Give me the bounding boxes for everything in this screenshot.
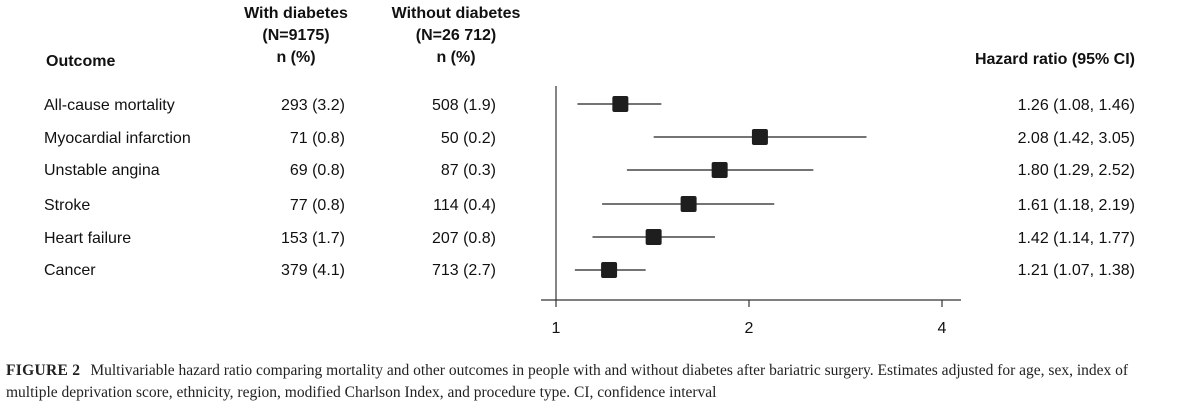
row-without-diabetes: 87 (0.3) [441,162,496,179]
header-without-diabetes-line2: (N=26 712) [416,27,497,44]
hazard-ratio-point [612,96,629,112]
header-outcome: Outcome [46,53,115,70]
x-axis-ticks: 1 2 4 [552,300,947,337]
header-without-diabetes-line1: Without diabetes [392,5,521,22]
header-with-diabetes-line2: (N=9175) [262,27,329,44]
plot-area: 1 2 4 [541,86,961,337]
x-tick-label: 2 [745,320,754,337]
x-tick-label: 4 [938,320,947,337]
x-tick-label: 1 [552,320,561,337]
row-with-diabetes: 153 (1.7) [281,230,345,247]
row-outcome: Cancer [44,262,96,279]
row-without-diabetes: 50 (0.2) [441,130,496,147]
row-outcome: Stroke [44,197,90,214]
caption-label: FIGURE 2 [6,362,81,379]
row-hazard-ratio-label: 1.80 (1.29, 2.52) [1018,162,1135,179]
row-without-diabetes: 508 (1.9) [432,97,496,114]
row-without-diabetes: 713 (2.7) [432,262,496,279]
row-outcome: All-cause mortality [44,97,175,114]
row-hazard-ratio-label: 1.42 (1.14, 1.77) [1018,230,1135,247]
hazard-ratio-point [601,262,618,278]
row-hazard-ratio-label: 1.26 (1.08, 1.46) [1018,97,1135,114]
row-with-diabetes: 77 (0.8) [290,197,345,214]
row-without-diabetes: 114 (0.4) [433,197,496,214]
hazard-ratio-point [680,196,697,212]
hazard-ratio-point [751,129,768,145]
header-hazard-ratio: Hazard ratio (95% CI) [975,51,1135,68]
caption-text: Multivariable hazard ratio comparing mor… [6,362,1129,401]
figure-caption: FIGURE 2 Multivariable hazard ratio compa… [6,360,1174,404]
row-with-diabetes: 379 (4.1) [281,262,345,279]
row-hazard-ratio-label: 1.61 (1.18, 2.19) [1018,197,1135,214]
row-outcome: Unstable angina [44,162,160,179]
row-outcome: Heart failure [44,230,131,247]
header-with-diabetes-line3: n (%) [276,49,315,66]
header-without-diabetes-line3: n (%) [436,49,475,66]
row-group: All-cause mortality 293 (3.2) 508 (1.9) … [44,97,1135,279]
row-without-diabetes: 207 (0.8) [432,230,496,247]
row-outcome: Myocardial infarction [44,130,191,147]
row-with-diabetes: 69 (0.8) [290,162,345,179]
hazard-ratio-point [711,162,728,178]
row-hazard-ratio-label: 2.08 (1.42, 3.05) [1018,130,1135,147]
row-with-diabetes: 71 (0.8) [290,130,345,147]
row-hazard-ratio-label: 1.21 (1.07, 1.38) [1018,262,1135,279]
hazard-ratio-point [645,229,662,245]
header-with-diabetes-line1: With diabetes [244,5,348,22]
row-with-diabetes: 293 (3.2) [281,97,345,114]
forest-marks [574,96,867,278]
